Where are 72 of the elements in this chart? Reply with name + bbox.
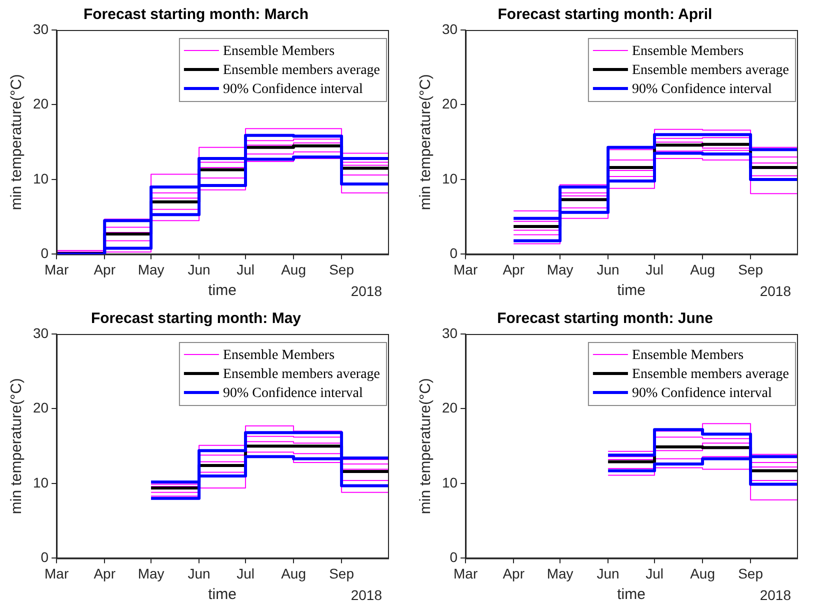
x-tick-label: Apr bbox=[94, 565, 116, 582]
x-tick-label: May bbox=[546, 565, 574, 582]
x-tick-label: Jun bbox=[188, 261, 210, 278]
x-tick-label: May bbox=[138, 261, 164, 278]
x-tick-label: Mar bbox=[454, 261, 478, 278]
y-tick-label: 20 bbox=[442, 400, 458, 416]
legend-label: 90% Confidence interval bbox=[632, 82, 772, 98]
x-tick-label: Jul bbox=[236, 565, 254, 582]
x-tick-label: Jun bbox=[188, 565, 210, 582]
x-axis-title: time bbox=[617, 282, 646, 300]
y-tick-label: 30 bbox=[442, 324, 458, 341]
x-axis-title: time bbox=[617, 586, 646, 604]
y-tick-label: 0 bbox=[450, 245, 458, 262]
chart-title: Forecast starting month: April bbox=[498, 6, 712, 24]
x-tick-label: May bbox=[138, 565, 164, 582]
x-tick-label: Aug bbox=[690, 261, 715, 278]
legend-label: Ensemble Members bbox=[632, 348, 744, 364]
x-tick-label: Sep bbox=[738, 565, 764, 582]
x-tick-label: Jul bbox=[646, 261, 664, 278]
y-tick-label: 0 bbox=[40, 245, 49, 262]
x-tick-label: Aug bbox=[281, 261, 306, 278]
legend-label: Ensemble members average bbox=[222, 63, 380, 78]
x-tick-label: Apr bbox=[502, 261, 525, 278]
x-tick-label: Mar bbox=[44, 565, 69, 582]
x-tick-label: Jun bbox=[596, 565, 620, 582]
x-tick-label: Sep bbox=[738, 261, 764, 278]
legend-label: Ensemble members average bbox=[632, 367, 790, 382]
y-axis-title: min temperature(°C) bbox=[8, 378, 26, 514]
text: 2018 bbox=[760, 587, 792, 603]
y-axis-title: min temperature(°C) bbox=[417, 378, 434, 514]
x-tick-label: Apr bbox=[502, 565, 525, 582]
legend-label: Ensemble Members bbox=[222, 348, 335, 364]
chart-title: Forecast starting month: May bbox=[90, 310, 302, 328]
y-tick-label: 10 bbox=[32, 170, 49, 186]
y-tick-label: 30 bbox=[32, 324, 49, 341]
y-axis-title: min temperature(°C) bbox=[417, 74, 434, 210]
legend-label: Ensemble Members bbox=[222, 44, 335, 60]
x-tick-label: Jul bbox=[646, 565, 664, 582]
y-tick-label: 0 bbox=[40, 549, 49, 566]
x-tick-label: Aug bbox=[281, 565, 306, 582]
x-tick-label: Sep bbox=[329, 261, 354, 278]
y-tick-label: 10 bbox=[442, 474, 458, 490]
legend-label: 90% Confidence interval bbox=[222, 82, 364, 98]
x-tick-label: Apr bbox=[94, 261, 116, 278]
y-tick-label: 30 bbox=[32, 20, 49, 37]
legend-label: 90% Confidence interval bbox=[632, 386, 772, 402]
text: 2018 bbox=[760, 283, 792, 299]
chart-title: Forecast starting month: June bbox=[497, 310, 713, 328]
x-tick-label: Aug bbox=[690, 565, 715, 582]
x-tick-label: Sep bbox=[329, 565, 354, 582]
y-tick-label: 30 bbox=[442, 20, 458, 37]
legend-label: Ensemble Members bbox=[632, 44, 744, 60]
chart-title: Forecast starting month: March bbox=[83, 6, 309, 24]
y-axis-title: min temperature(°C) bbox=[8, 74, 26, 210]
legend-label: Ensemble members average bbox=[222, 367, 380, 382]
legend-label: 90% Confidence interval bbox=[222, 386, 364, 402]
x-axis-title: time bbox=[208, 586, 236, 604]
y-tick-label: 0 bbox=[450, 549, 458, 566]
y-tick-label: 20 bbox=[32, 96, 49, 112]
x-tick-label: Mar bbox=[454, 565, 478, 582]
text: 2018 bbox=[350, 283, 382, 299]
x-axis-title: time bbox=[208, 282, 236, 300]
legend-label: Ensemble members average bbox=[632, 63, 790, 78]
x-tick-label: May bbox=[546, 261, 574, 278]
y-tick-label: 20 bbox=[32, 400, 49, 416]
x-tick-label: Mar bbox=[44, 261, 69, 278]
y-tick-label: 10 bbox=[442, 170, 458, 186]
y-tick-label: 10 bbox=[32, 474, 49, 490]
text: 2018 bbox=[350, 587, 382, 603]
y-tick-label: 20 bbox=[442, 96, 458, 112]
x-tick-label: Jul bbox=[236, 261, 254, 278]
x-tick-label: Jun bbox=[596, 261, 620, 278]
